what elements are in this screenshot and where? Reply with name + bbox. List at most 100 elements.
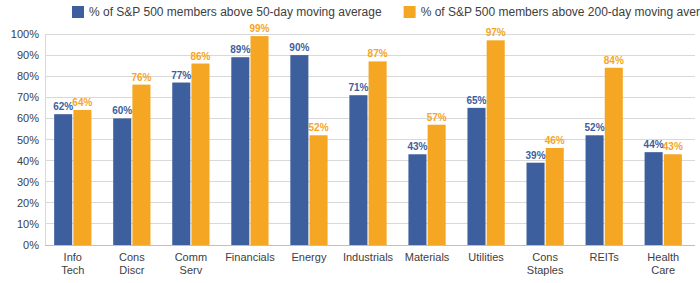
data-label: 86%: [190, 51, 210, 62]
data-label: 87%: [368, 48, 388, 59]
x-tick: Utilities: [468, 245, 504, 263]
legend: % of S&P 500 members above 50-day moving…: [72, 5, 700, 19]
y-tick: 90%: [17, 49, 45, 61]
x-tick: CommServ: [175, 245, 207, 276]
x-tick: ConsStaples: [527, 245, 564, 276]
x-tick-label: CommServ: [175, 251, 207, 276]
y-tick: 0%: [23, 239, 45, 251]
bar: [349, 95, 367, 245]
y-tick-label: 80%: [17, 70, 39, 82]
bar: [645, 152, 663, 245]
y-tick-label: 60%: [17, 112, 39, 124]
x-tick: Energy: [292, 245, 327, 263]
bar: [487, 40, 505, 245]
data-label: 76%: [131, 72, 151, 83]
data-label: 46%: [545, 135, 565, 146]
legend-swatch: [404, 6, 416, 18]
data-label: 64%: [72, 97, 92, 108]
data-label: 57%: [427, 112, 447, 123]
legend-label: % of S&P 500 members above 50-day moving…: [89, 5, 382, 19]
bar: [467, 108, 485, 245]
data-label: 44%: [644, 139, 664, 150]
y-tick-label: 0%: [23, 239, 39, 251]
legend-item: % of S&P 500 members above 50-day moving…: [72, 5, 382, 19]
x-tick: HealthCare: [647, 245, 679, 276]
legend-item: % of S&P 500 members above 200-day movin…: [404, 5, 700, 19]
bar: [172, 83, 190, 245]
data-labels: 62%60%77%89%90%71%43%65%39%52%44%64%76%8…: [53, 23, 683, 161]
bar: [586, 135, 604, 245]
y-tick-label: 20%: [17, 197, 39, 209]
data-label: 52%: [309, 122, 329, 133]
bar: [605, 68, 623, 245]
x-tick: InfoTech: [61, 245, 84, 276]
y-tick: 60%: [17, 112, 45, 124]
data-label: 60%: [112, 105, 132, 116]
x-tick: Financials: [225, 245, 275, 263]
y-tick: 70%: [17, 91, 45, 103]
x-tick-label: InfoTech: [61, 251, 84, 276]
x-axis-line: [45, 245, 695, 246]
data-label: 99%: [250, 23, 270, 34]
data-label: 62%: [53, 101, 73, 112]
y-tick-label: 30%: [17, 176, 39, 188]
bar: [231, 57, 249, 245]
x-tick-label: HealthCare: [647, 251, 679, 276]
chart: 0% 10% 20% 30% 40% 50% 60% 70% 80% 90% 100% 62% 60% 7…: [0, 0, 700, 283]
bar: [310, 135, 328, 245]
x-tick-label: ConsStaples: [527, 251, 564, 276]
x-tick-label: Energy: [292, 251, 327, 263]
y-tick: 20%: [17, 197, 45, 209]
bar: [428, 125, 446, 245]
bar: [132, 85, 150, 245]
y-tick-label: 50%: [17, 134, 39, 146]
y-tick-label: 100%: [11, 28, 39, 40]
y-tick: 100%: [11, 28, 45, 40]
data-label: 71%: [348, 82, 368, 93]
y-tick: 50%: [17, 134, 45, 146]
data-label: 97%: [486, 27, 506, 38]
x-tick: Materials: [405, 245, 450, 263]
bar: [527, 163, 545, 245]
x-tick: Industrials: [343, 245, 394, 263]
bar: [54, 114, 72, 245]
bar: [408, 154, 426, 245]
data-label: 43%: [663, 141, 683, 152]
x-tick: ConsDiscr: [119, 245, 145, 276]
bar: [250, 36, 268, 245]
grid-line: [45, 34, 695, 35]
x-axis: InfoTech ConsDiscr CommServ Financials Energ…: [45, 245, 695, 276]
x-tick-label: Industrials: [343, 251, 394, 263]
x-tick: REITs: [590, 245, 620, 263]
x-tick-label: ConsDiscr: [119, 251, 145, 276]
y-tick: 10%: [17, 218, 45, 230]
bar: [290, 55, 308, 245]
y-axis: 0% 10% 20% 30% 40% 50% 60% 70% 80% 90% 100%: [11, 28, 46, 251]
x-tick-label: Financials: [225, 251, 275, 263]
y-tick: 30%: [17, 176, 45, 188]
data-label: 43%: [407, 141, 427, 152]
bars: [54, 36, 682, 245]
x-tick-label: Utilities: [468, 251, 504, 263]
grid: [45, 34, 695, 245]
y-tick-label: 10%: [17, 218, 39, 230]
y-tick-label: 90%: [17, 49, 39, 61]
bar: [73, 110, 91, 245]
data-label: 90%: [289, 42, 309, 53]
bar: [113, 118, 131, 245]
bar: [664, 154, 682, 245]
data-label: 39%: [526, 150, 546, 161]
data-label: 77%: [171, 70, 191, 81]
y-axis-line: [45, 35, 46, 246]
legend-swatch: [72, 6, 84, 18]
data-label: 84%: [604, 55, 624, 66]
y-tick-label: 70%: [17, 91, 39, 103]
x-tick-label: REITs: [590, 251, 620, 263]
x-tick-label: Materials: [405, 251, 450, 263]
bar: [191, 64, 209, 245]
legend-label: % of S&P 500 members above 200-day movin…: [421, 5, 700, 19]
y-tick-label: 40%: [17, 155, 39, 167]
data-label: 52%: [585, 122, 605, 133]
bar: [546, 148, 564, 245]
y-tick: 40%: [17, 155, 45, 167]
